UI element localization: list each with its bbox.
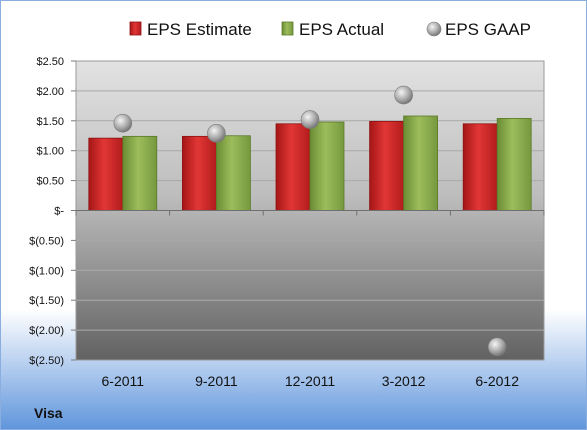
y-tick-label: $(0.50) — [29, 235, 64, 247]
axes: $2.50 $2.00 $1.50 $1.00 $0.50 $- $(0.50) $(1.00… — [29, 56, 545, 389]
y-tick-label: $(1.00) — [29, 265, 64, 277]
bar-eps-estimate — [462, 123, 498, 211]
y-tick-label: $2.00 — [36, 86, 64, 98]
y-tick-label: $(2.00) — [29, 325, 64, 337]
gaap-point — [487, 337, 507, 357]
bar-eps-actual — [122, 135, 158, 211]
y-tick-label: $0.50 — [36, 176, 64, 188]
x-tick-label: 3-2012 — [382, 373, 426, 389]
y-tick-label: $1.00 — [36, 146, 64, 158]
bar-eps-actual — [403, 115, 439, 211]
legend-label: EPS Estimate — [147, 20, 252, 39]
x-tick-label: 6-2011 — [102, 373, 145, 389]
bar-eps-actual — [215, 135, 251, 211]
gaap-point — [394, 85, 413, 105]
bar-eps-estimate — [88, 137, 124, 211]
y-tick-label: $1.50 — [36, 116, 64, 128]
x-tick-label: 12-2011 — [285, 373, 336, 389]
bar-eps-actual — [309, 121, 345, 211]
company-label: Visa — [34, 405, 63, 421]
legend-swatch — [281, 21, 294, 36]
legend-label: EPS GAAP — [445, 20, 531, 39]
gaap-points — [113, 85, 507, 357]
y-tick-label: $- — [54, 206, 64, 218]
legend-swatch — [426, 21, 442, 37]
x-tick-label: 9-2011 — [195, 373, 238, 389]
legend: EPS Estimate EPS Actual EPS GAAP — [129, 20, 531, 39]
bar-eps-estimate — [369, 120, 405, 211]
gaap-point — [113, 113, 133, 133]
bar-eps-actual — [496, 118, 532, 211]
y-tick-label: $(2.50) — [29, 355, 64, 367]
bar-eps-estimate — [275, 123, 311, 211]
legend-label: EPS Actual — [299, 20, 384, 39]
y-tick-label: $(1.50) — [29, 295, 64, 307]
gaap-point — [207, 124, 226, 143]
bar-eps-estimate — [181, 135, 217, 211]
x-tick-label: 6-2012 — [475, 373, 519, 389]
bars — [88, 115, 532, 211]
legend-swatch — [129, 21, 142, 36]
y-tick-label: $2.50 — [36, 56, 64, 68]
gaap-point — [300, 110, 320, 129]
